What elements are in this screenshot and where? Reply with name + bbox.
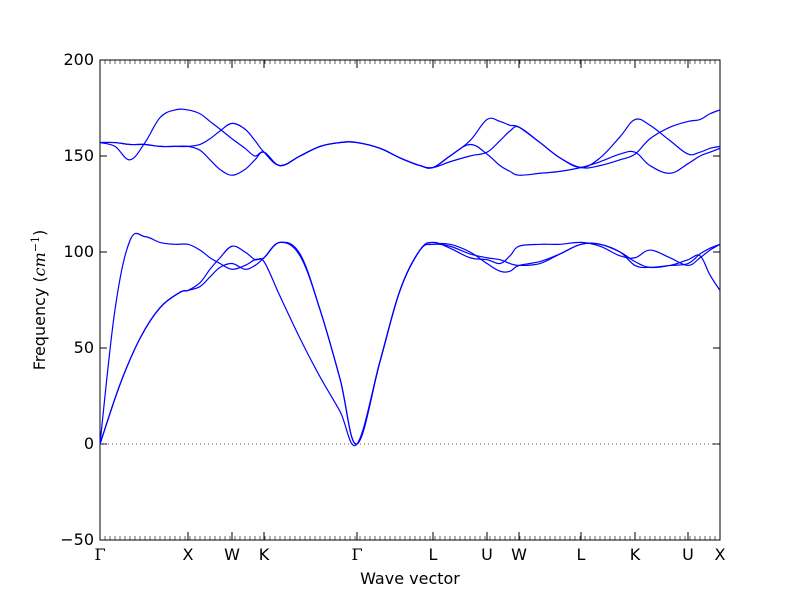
- y-tick-label: 0: [84, 434, 94, 453]
- minor-ticks: [104, 60, 716, 540]
- branch-line-3: [99, 232, 721, 445]
- phonon-branches: [99, 108, 721, 447]
- y-tick-label: 100: [63, 242, 94, 261]
- x-tick-label: X: [183, 545, 194, 564]
- x-tick-label: Γ: [94, 545, 105, 564]
- y-tick-label: −50: [60, 530, 94, 549]
- y-tick-label: 50: [74, 338, 94, 357]
- y-tick-label: 150: [63, 146, 94, 165]
- y-tick-label: 200: [63, 50, 94, 69]
- branch-line-4: [99, 108, 721, 176]
- y-axis-label: Frequency (cm−1): [29, 230, 50, 371]
- branch-line-2: [99, 241, 721, 445]
- x-tick-label: U: [481, 545, 493, 564]
- x-tick-label: W: [511, 545, 527, 564]
- x-tick-label: K: [259, 545, 270, 564]
- x-tick-label: L: [429, 545, 438, 564]
- x-tick-label: W: [224, 545, 240, 564]
- branch-line-6: [99, 117, 721, 176]
- y-axis-ticks: −50 0 50 100 150 200: [60, 50, 720, 549]
- branch-line-5: [99, 109, 721, 169]
- x-tick-label: L: [577, 545, 586, 564]
- branch-line-1: [99, 242, 721, 447]
- plot-frame: [99, 59, 721, 541]
- x-tick-label: Γ: [351, 545, 362, 564]
- x-tick-label: K: [630, 545, 641, 564]
- x-tick-label: U: [682, 545, 694, 564]
- x-axis-label: Wave vector: [360, 569, 460, 588]
- x-tick-label: X: [715, 545, 726, 564]
